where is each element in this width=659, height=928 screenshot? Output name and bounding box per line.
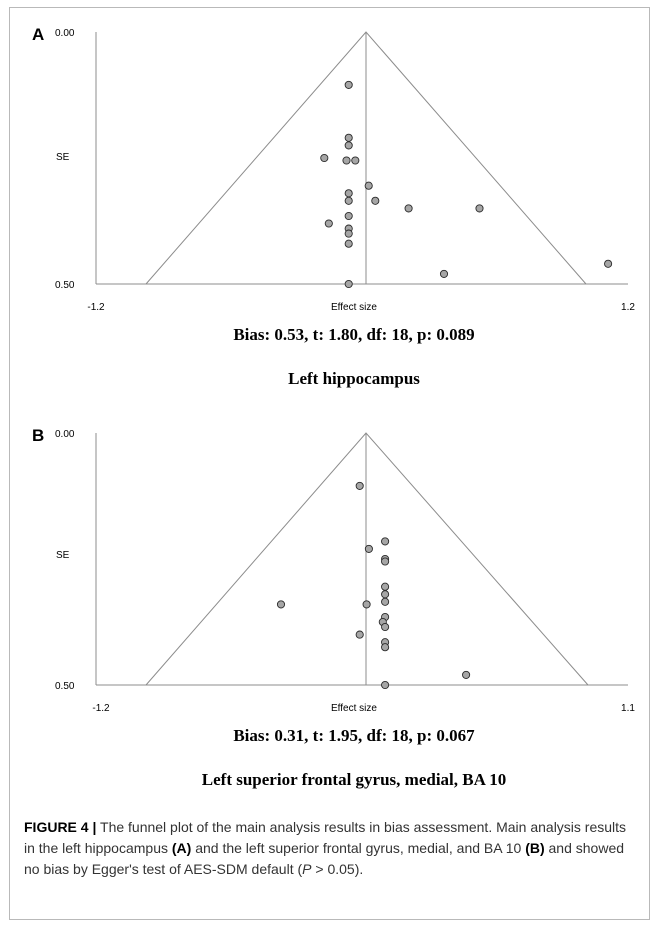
- panel-a-point-6: [351, 156, 360, 165]
- panel-b-ytick-bottom: 0.50: [55, 681, 75, 692]
- panel-a-point-12: [475, 204, 484, 213]
- caption-intro: The funnel plot of the main analysis res…: [24, 819, 627, 856]
- panel-b-point-3: [364, 544, 373, 553]
- panel-a-ytick-top: 0.00: [55, 28, 75, 39]
- panel-a-point-20: [344, 279, 353, 289]
- panel-b-xtick-left: -1.2: [92, 703, 110, 714]
- panel-b-points: [276, 481, 471, 690]
- panel-a-xtick-right: 1.2: [621, 302, 635, 313]
- caption-p-symbol: P: [302, 861, 312, 877]
- panel-a-bias-stats: Bias: 0.53, t: 1.80, df: 18, p: 0.089: [233, 325, 474, 344]
- caption-end-post: > 0.05).: [311, 861, 364, 877]
- panel-a-points: [320, 80, 613, 289]
- panel-a-point-14: [324, 219, 333, 228]
- caption-ref-b: (B): [525, 840, 545, 856]
- panel-a-point-11: [404, 204, 413, 213]
- caption-mid: and the left superior frontal gyrus, med…: [191, 840, 526, 856]
- panel-b-point-18: [381, 680, 390, 690]
- panel-b-point-14: [355, 630, 364, 639]
- panel-a-ylabel: SE: [56, 152, 70, 163]
- panel-b-point-9: [276, 600, 286, 609]
- panel-b-point-10: [362, 600, 371, 609]
- figure-caption: FIGURE 4 | The funnel plot of the main a…: [24, 817, 636, 880]
- panel-a-ytick-bottom: 0.50: [55, 280, 75, 291]
- panel-b-ytick-top: 0.00: [55, 429, 75, 440]
- panel-b-bias-stats: Bias: 0.31, t: 1.95, df: 18, p: 0.067: [233, 726, 475, 745]
- panel-a-point-10: [371, 196, 380, 205]
- panel-b-point-8: [381, 597, 390, 606]
- panel-b-point-1: [355, 481, 364, 490]
- panel-a: A 0.00 0.50 SE -1.2 1.2 Effect size Bias…: [32, 25, 635, 388]
- panel-b-letter: B: [32, 426, 44, 445]
- panel-a-point-13: [344, 211, 353, 221]
- figure-frame: [9, 7, 650, 920]
- panel-a-region-title: Left hippocampus: [288, 369, 420, 388]
- panel-a-point-8: [344, 189, 353, 198]
- panel-a-point-19: [439, 269, 449, 278]
- panel-b-funnel: [145, 432, 589, 686]
- panel-b-point-2: [381, 537, 390, 546]
- panel-a-point-18: [604, 259, 613, 268]
- panel-b-point-5: [381, 557, 390, 566]
- panel-b-xtick-right: 1.1: [621, 703, 635, 714]
- panel-a-point-1: [344, 80, 353, 89]
- panel-b-point-17: [462, 670, 471, 679]
- panel-b-point-16: [381, 643, 390, 652]
- caption-ref-a: (A): [171, 840, 192, 856]
- panel-a-point-17: [344, 239, 353, 248]
- panel-a-point-5: [342, 156, 351, 165]
- funnel-plots: A 0.00 0.50 SE -1.2 1.2 Effect size Bias…: [32, 25, 635, 789]
- panel-a-point-3: [344, 141, 353, 150]
- panel-b-point-6: [381, 582, 390, 591]
- panel-b-region-title: Left superior frontal gyrus, medial, BA …: [202, 770, 506, 789]
- panel-b-point-7: [381, 590, 390, 599]
- panel-a-point-2: [344, 133, 353, 142]
- panel-b-xlabel: Effect size: [331, 703, 377, 714]
- panel-a-xlabel: Effect size: [331, 302, 377, 313]
- panel-b: B 0.00 0.50 SE -1.2 1.1 Effect size Bias…: [32, 426, 635, 789]
- panel-a-xtick-left: -1.2: [87, 302, 105, 313]
- panel-b-point-13: [381, 622, 390, 632]
- caption-label: FIGURE 4 |: [24, 819, 97, 835]
- panel-a-point-16: [344, 229, 353, 238]
- caption-end-pre: and showed no bias by Egger's test of AE…: [24, 840, 625, 877]
- panel-a-point-9: [344, 196, 353, 205]
- panel-a-point-7: [364, 181, 373, 190]
- panel-a-letter: A: [32, 25, 44, 44]
- panel-a-point-4: [320, 153, 329, 163]
- panel-b-ylabel: SE: [56, 550, 70, 561]
